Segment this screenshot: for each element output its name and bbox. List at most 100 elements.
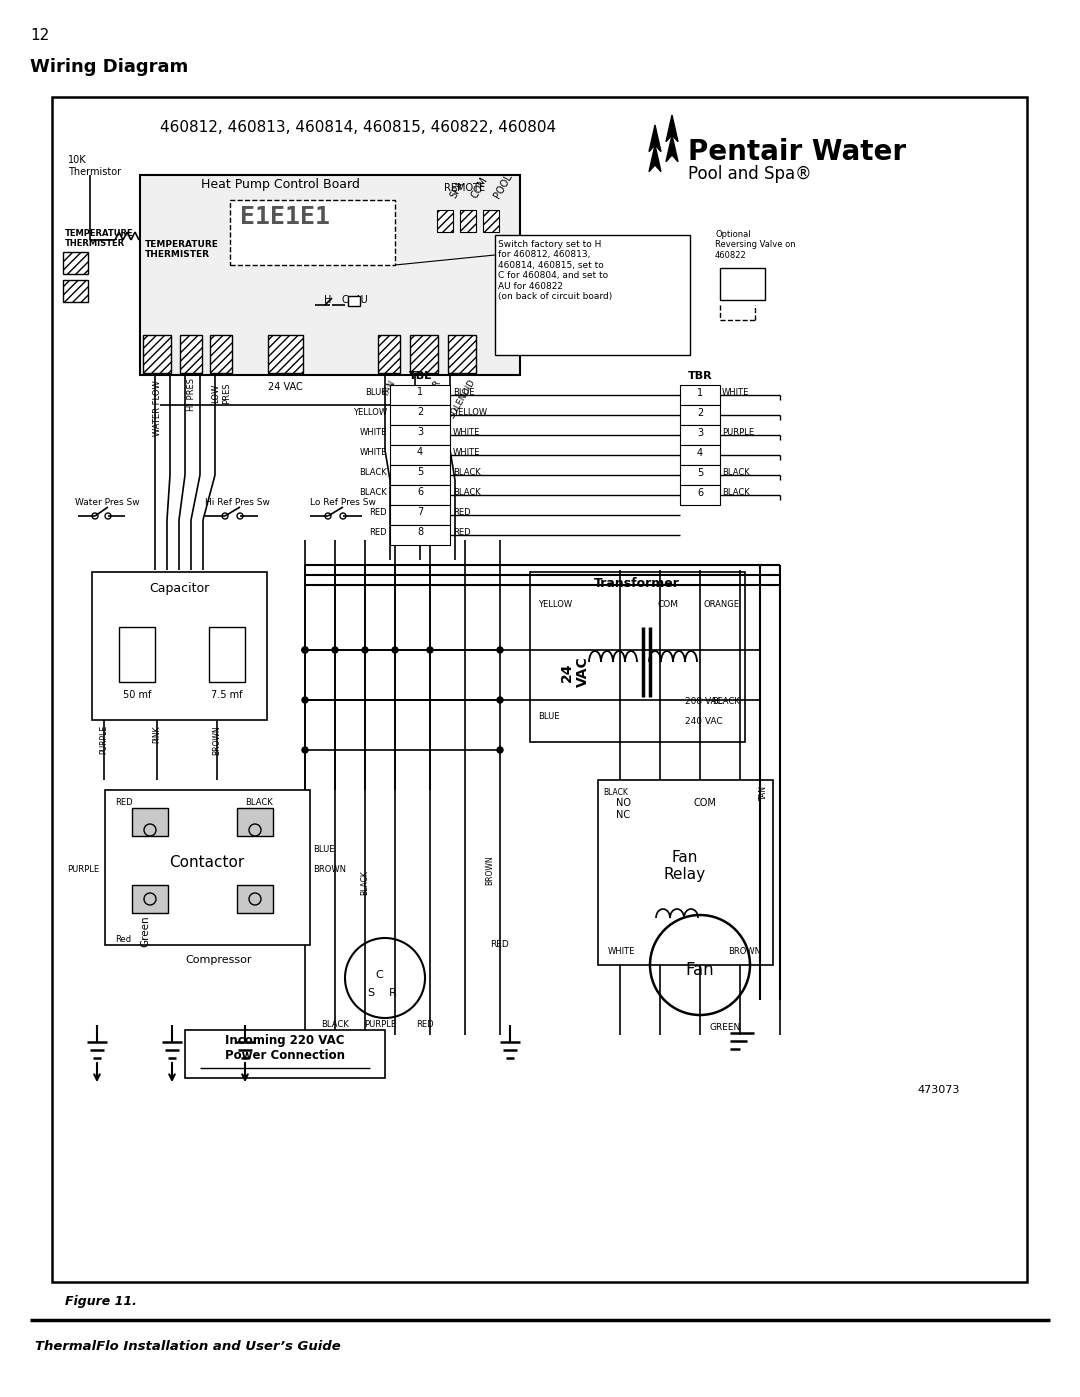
- Text: BLUE: BLUE: [365, 388, 387, 397]
- Text: 208 VAC: 208 VAC: [685, 697, 723, 705]
- Text: WHITE: WHITE: [453, 448, 481, 457]
- Bar: [237, 886, 273, 914]
- Text: BLACK: BLACK: [453, 488, 481, 497]
- Bar: [390, 465, 450, 485]
- Text: 2: 2: [417, 407, 423, 416]
- Circle shape: [497, 647, 503, 652]
- Text: COM: COM: [693, 798, 716, 807]
- Text: COM: COM: [470, 175, 490, 200]
- Text: S: S: [367, 988, 375, 997]
- Text: SOLENOID: SOLENOID: [447, 379, 477, 420]
- Text: RED: RED: [369, 509, 387, 517]
- Circle shape: [302, 647, 308, 652]
- Text: 50 mf: 50 mf: [123, 690, 151, 700]
- Bar: [495, 235, 690, 355]
- Bar: [680, 425, 720, 446]
- Bar: [210, 627, 245, 682]
- Bar: [390, 405, 450, 425]
- Text: 3: 3: [697, 427, 703, 439]
- Text: WHITE: WHITE: [360, 448, 387, 457]
- Text: WHITE: WHITE: [453, 427, 481, 437]
- Bar: [52, 96, 1027, 1282]
- Text: Optional
Reversing Valve on
460822: Optional Reversing Valve on 460822: [715, 231, 796, 260]
- Bar: [680, 446, 720, 465]
- Text: BLACK: BLACK: [245, 798, 273, 807]
- Text: BLACK: BLACK: [712, 697, 740, 705]
- Text: BROWN: BROWN: [486, 855, 495, 884]
- Bar: [410, 335, 438, 373]
- Text: 24
VAC: 24 VAC: [559, 657, 590, 687]
- Circle shape: [497, 697, 503, 703]
- Text: 1: 1: [697, 388, 703, 398]
- Polygon shape: [666, 136, 678, 162]
- Text: Compressor: Compressor: [185, 956, 252, 965]
- Text: BLACK: BLACK: [723, 488, 750, 497]
- Text: PINK: PINK: [152, 725, 162, 743]
- Text: SPA: SPA: [448, 179, 465, 200]
- Circle shape: [332, 647, 338, 652]
- Circle shape: [302, 697, 308, 703]
- Text: Lo Ref Pres Sw: Lo Ref Pres Sw: [310, 497, 376, 507]
- Circle shape: [362, 647, 368, 652]
- Text: LOW
PRES: LOW PRES: [212, 383, 231, 405]
- Text: Green: Green: [140, 915, 150, 947]
- Polygon shape: [649, 145, 661, 172]
- Text: Wiring Diagram: Wiring Diagram: [30, 59, 188, 75]
- Text: TEMPERATURE
THERMISTER: TEMPERATURE THERMISTER: [145, 240, 219, 260]
- Bar: [268, 335, 303, 373]
- Text: BLACK: BLACK: [453, 468, 481, 476]
- Text: 8: 8: [417, 527, 423, 536]
- Text: 6: 6: [697, 488, 703, 497]
- Text: POOL: POOL: [492, 172, 514, 200]
- Bar: [448, 335, 476, 373]
- Text: Capacitor: Capacitor: [149, 583, 210, 595]
- Bar: [437, 210, 453, 232]
- Text: 1: 1: [417, 387, 423, 397]
- Text: 6: 6: [417, 488, 423, 497]
- Circle shape: [302, 747, 308, 753]
- Bar: [680, 405, 720, 425]
- Bar: [483, 210, 499, 232]
- Bar: [680, 386, 720, 405]
- Text: Fan
Relay: Fan Relay: [664, 849, 706, 883]
- Bar: [180, 335, 202, 373]
- Text: Water Pres Sw: Water Pres Sw: [75, 497, 139, 507]
- Text: TAN: TAN: [759, 785, 768, 800]
- Text: RED: RED: [490, 940, 509, 949]
- Text: BLUE: BLUE: [313, 845, 335, 854]
- Text: BLUE: BLUE: [453, 388, 474, 397]
- Text: 240 VAC: 240 VAC: [685, 717, 723, 726]
- Text: WHITE: WHITE: [360, 427, 387, 437]
- Bar: [185, 1030, 384, 1078]
- Circle shape: [427, 647, 433, 652]
- Bar: [132, 886, 168, 914]
- Bar: [390, 504, 450, 525]
- Text: HI PRES: HI PRES: [187, 379, 195, 411]
- Text: REMOTE: REMOTE: [445, 183, 486, 193]
- Bar: [390, 425, 450, 446]
- Text: RED: RED: [453, 509, 471, 517]
- Text: COMPRESSOR: COMPRESSOR: [405, 379, 443, 433]
- Circle shape: [392, 647, 399, 652]
- Text: PURPLE: PURPLE: [364, 1020, 396, 1030]
- Text: TEMPERATURE
THERMISTER: TEMPERATURE THERMISTER: [65, 229, 134, 249]
- Text: FAN: FAN: [381, 379, 397, 397]
- Bar: [140, 175, 519, 374]
- Bar: [390, 386, 450, 405]
- Text: YELLOW: YELLOW: [538, 599, 572, 609]
- Text: Hi Ref Pres Sw: Hi Ref Pres Sw: [205, 497, 270, 507]
- Bar: [237, 807, 273, 835]
- Text: 10K
Thermistor: 10K Thermistor: [68, 155, 121, 176]
- Text: ORANGE: ORANGE: [704, 599, 740, 609]
- Bar: [680, 465, 720, 485]
- Text: GREEN: GREEN: [710, 1023, 741, 1032]
- Text: ThermalFlo Installation and User’s Guide: ThermalFlo Installation and User’s Guide: [35, 1340, 341, 1354]
- Text: BROWN: BROWN: [728, 947, 761, 956]
- Text: 473073: 473073: [918, 1085, 960, 1095]
- Bar: [390, 525, 450, 545]
- Bar: [598, 780, 773, 965]
- Text: E1E1E1: E1E1E1: [240, 205, 330, 229]
- Text: BLACK: BLACK: [360, 488, 387, 497]
- Bar: [530, 571, 745, 742]
- Circle shape: [497, 747, 503, 753]
